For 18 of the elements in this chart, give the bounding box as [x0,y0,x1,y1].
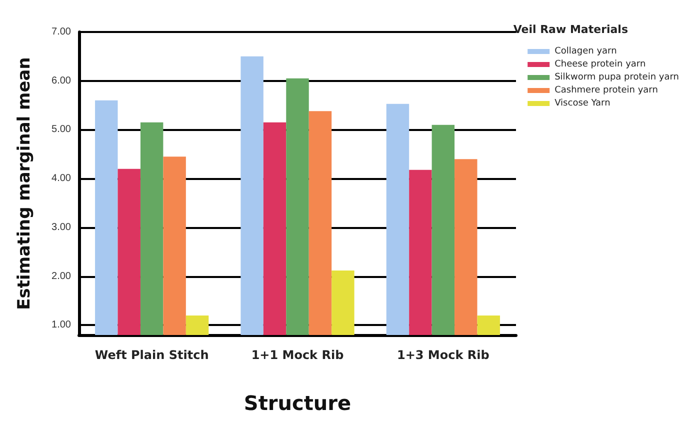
legend-label: Viscose Yarn [554,98,610,108]
legend-label: Silkworm pupa protein yarn [554,72,680,82]
legend-title: Veil Raw Materials [513,23,628,36]
y-tick-label: 4.00 [52,173,72,184]
y-tick-label: 2.00 [52,270,72,282]
y-tick-label: 1.00 [52,320,72,331]
legend-label: Collagen yarn [554,46,617,56]
x-tick-label: 1+1 Mock Rib [251,348,344,362]
x-tick-label: Weft Plain Stitch [94,348,209,362]
legend-label: Cheese protein yarn [554,60,646,70]
y-tick-label: 7.00 [52,26,72,38]
legend-label: Cashmere protein yarn [554,86,658,96]
y-tick-label: 5.00 [52,124,72,136]
y-axis-title: Estimating marginal mean [14,57,34,310]
y-tick-label: 6.00 [52,75,72,86]
x-axis-title: Structure [244,391,352,415]
y-tick-label: 3.00 [52,222,72,233]
x-tick-label: 1+3 Mock Rib [396,348,490,362]
